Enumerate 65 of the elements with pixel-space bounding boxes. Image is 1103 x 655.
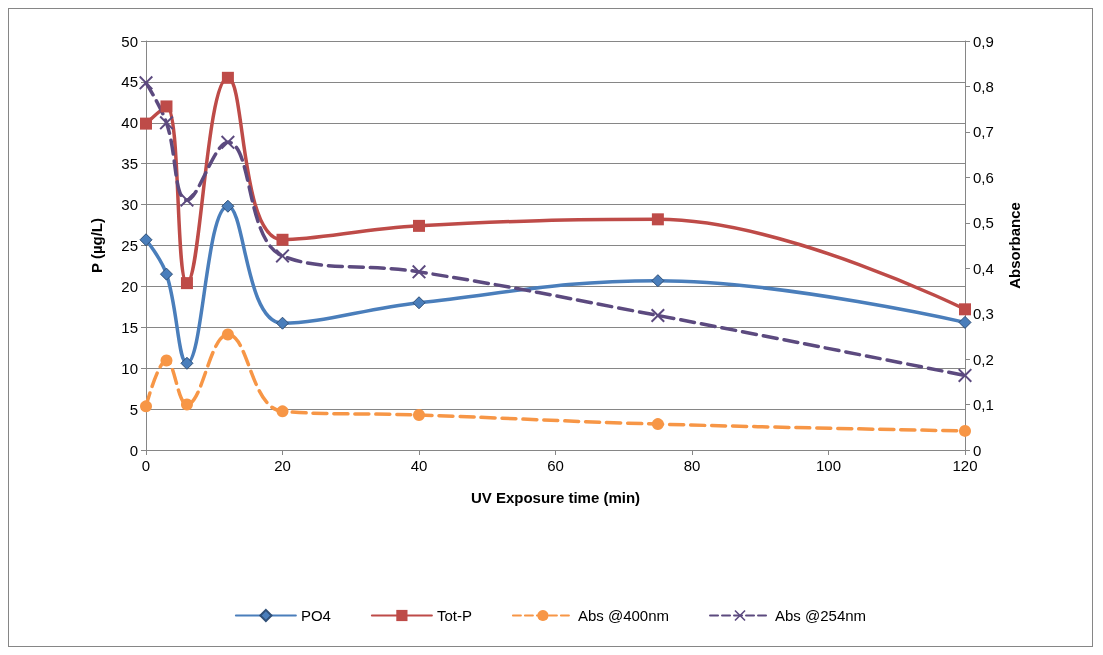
y-tick-label: 30 bbox=[121, 196, 138, 214]
y2-tick-label: 0,5 bbox=[973, 214, 994, 232]
y-tick-label: 45 bbox=[121, 73, 138, 91]
legend-label: PO4 bbox=[300, 607, 331, 624]
y-tick-label: 40 bbox=[121, 114, 138, 132]
point bbox=[180, 277, 193, 290]
y2-tick-label: 0,1 bbox=[973, 396, 994, 414]
point bbox=[221, 328, 234, 341]
point bbox=[958, 315, 972, 329]
y-tick-label: 25 bbox=[121, 237, 138, 254]
point bbox=[160, 354, 173, 367]
point bbox=[413, 219, 425, 232]
x-tick-label: 100 bbox=[815, 457, 842, 474]
y2-axis-title: Absorbance bbox=[1006, 202, 1023, 289]
y2-tick-label: 0 bbox=[973, 441, 982, 459]
point bbox=[180, 398, 193, 411]
point bbox=[651, 418, 664, 431]
point bbox=[650, 308, 665, 323]
x-tick-label: 40 bbox=[410, 457, 428, 474]
point bbox=[160, 100, 173, 113]
point bbox=[959, 424, 971, 437]
y-tick-label: 50 bbox=[121, 32, 138, 50]
y2-tick-label: 0,3 bbox=[973, 305, 994, 323]
point bbox=[221, 71, 234, 84]
x-axis-title: UV Exposure time (min) bbox=[470, 489, 641, 506]
point bbox=[276, 316, 289, 330]
point bbox=[412, 296, 426, 310]
y2-tick-label: 0,2 bbox=[973, 350, 994, 368]
point bbox=[959, 303, 971, 316]
x-tick-label: 20 bbox=[274, 457, 291, 474]
point bbox=[179, 193, 194, 208]
point bbox=[651, 274, 665, 288]
point bbox=[413, 409, 425, 421]
point bbox=[651, 213, 664, 226]
x-tick-label: 80 bbox=[683, 457, 701, 474]
point bbox=[180, 356, 194, 370]
y2-tick-label: 0,9 bbox=[973, 32, 994, 50]
point bbox=[412, 264, 426, 279]
x-tick-label: 120 bbox=[952, 457, 978, 474]
point bbox=[140, 400, 152, 413]
y-tick-label: 15 bbox=[121, 318, 138, 336]
x-tick-label: 60 bbox=[547, 457, 564, 474]
point bbox=[159, 267, 173, 281]
y-tick-label: 5 bbox=[129, 400, 138, 418]
y-tick-label: 35 bbox=[121, 155, 138, 173]
y2-tick-label: 0,7 bbox=[973, 123, 994, 141]
point bbox=[276, 405, 289, 418]
point bbox=[140, 117, 152, 130]
point bbox=[276, 233, 289, 246]
y-tick-label: 20 bbox=[121, 277, 138, 295]
y-axis-title: P (µg/L) bbox=[88, 217, 105, 274]
y2-tick-label: 0,4 bbox=[973, 259, 994, 277]
point bbox=[220, 135, 235, 150]
x-tick-label: 0 bbox=[141, 457, 151, 474]
legend-label: Abs @254nm bbox=[775, 607, 867, 624]
y-tick-label: 10 bbox=[121, 359, 138, 377]
legend-label: Tot-P bbox=[436, 607, 472, 624]
point bbox=[159, 115, 174, 130]
point bbox=[139, 233, 153, 247]
point bbox=[139, 75, 153, 90]
y2-tick-label: 0,8 bbox=[973, 77, 994, 95]
legend-label: Abs @400nm bbox=[577, 607, 670, 624]
y2-tick-label: 0,6 bbox=[973, 168, 994, 186]
y-tick-label: 0 bbox=[129, 441, 138, 459]
point bbox=[221, 199, 235, 213]
